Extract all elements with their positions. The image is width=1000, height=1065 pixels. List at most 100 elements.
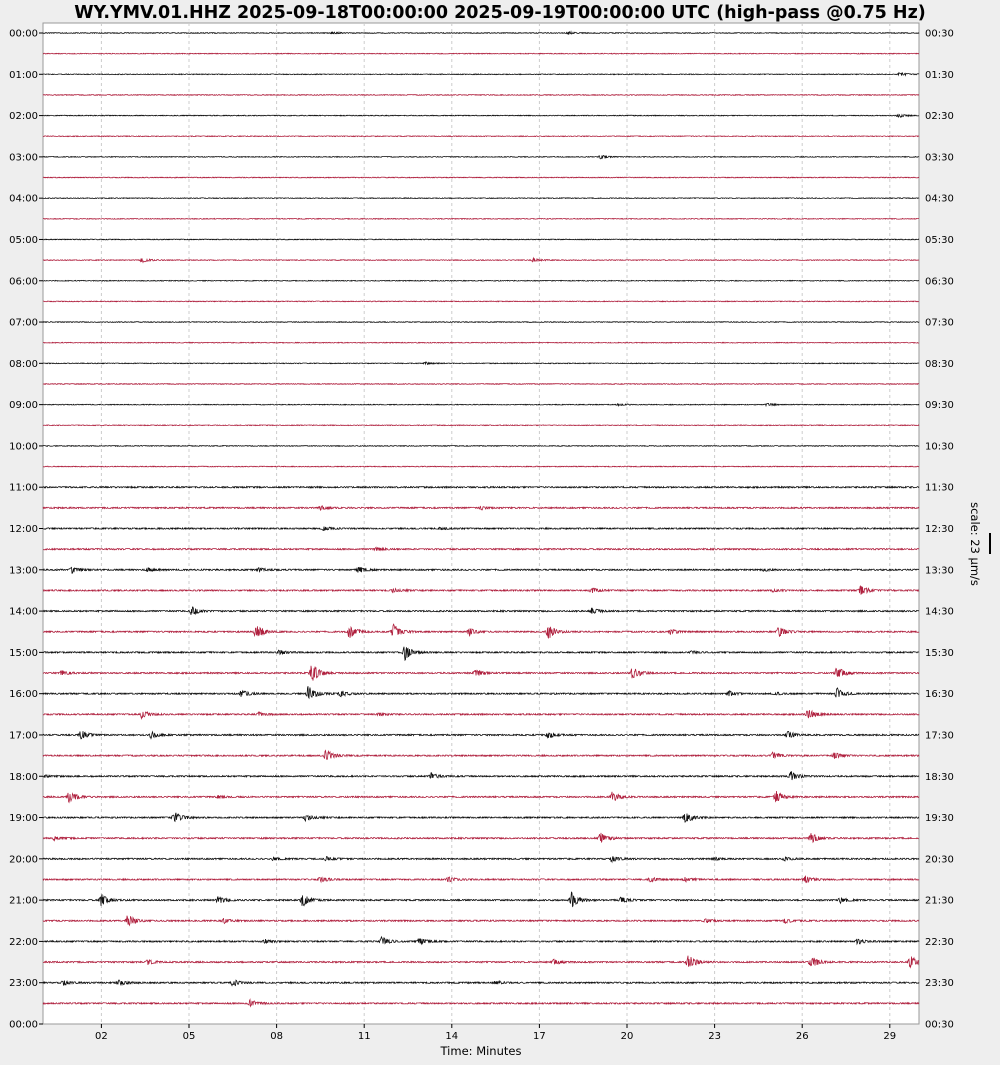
right-time-label: 22:30 <box>925 937 954 948</box>
left-time-label: 09:00 <box>9 400 38 411</box>
right-time-labels: 00:30 01:30 02:30 03:30 04:30 05:30 06:30 07:30… <box>925 29 954 1031</box>
seismic-trace-0700 <box>42 321 920 324</box>
traces <box>42 30 920 1008</box>
left-time-label: 00:00 <box>9 29 38 40</box>
right-time-label: 16:30 <box>925 689 954 700</box>
x-tick-label: 14 <box>445 1031 458 1042</box>
right-time-label: 04:30 <box>925 194 954 205</box>
seismic-trace-1430 <box>42 623 920 639</box>
seismic-trace-1030 <box>42 465 920 468</box>
plot-area <box>42 22 920 1025</box>
seismic-trace-2100 <box>42 891 920 908</box>
seismic-trace-1400 <box>42 606 919 616</box>
left-time-label: 13:00 <box>9 565 38 576</box>
right-time-label: 02:30 <box>925 111 954 122</box>
seismic-trace-1600 <box>42 686 920 700</box>
seismic-trace-1330 <box>42 585 920 595</box>
seismic-trace-0130 <box>42 93 920 96</box>
seismic-trace-0930 <box>42 424 920 427</box>
seismic-trace-0400 <box>43 197 920 200</box>
seismic-trace-1830 <box>42 790 920 804</box>
seismic-trace-1100 <box>42 485 920 490</box>
right-time-label: 21:30 <box>925 896 954 907</box>
seismic-trace-1630 <box>42 709 920 720</box>
seismic-trace-0730 <box>42 341 920 344</box>
seismic-trace-0430 <box>42 217 920 220</box>
seismic-trace-1000 <box>43 444 920 448</box>
left-time-label: 14:00 <box>9 607 38 618</box>
scale-label: scale: 23 µm/s <box>968 502 982 586</box>
right-time-label: 12:30 <box>925 524 954 535</box>
left-time-label: 05:00 <box>9 235 38 246</box>
right-time-label: 00:30 <box>925 29 954 40</box>
left-time-label: 01:00 <box>9 70 38 81</box>
x-axis-label: Time: Minutes <box>440 1044 522 1058</box>
left-time-label: 06:00 <box>9 276 38 287</box>
right-time-label: 18:30 <box>925 772 954 783</box>
seismic-trace-2300 <box>42 979 920 987</box>
seismic-trace-2200 <box>42 935 920 946</box>
right-time-label: 19:30 <box>925 813 954 824</box>
seismic-trace-0330 <box>42 176 920 179</box>
right-time-label: 20:30 <box>925 854 954 865</box>
left-time-label: 16:00 <box>9 689 38 700</box>
x-tick-label: 08 <box>270 1031 283 1042</box>
left-time-label: 11:00 <box>9 483 38 494</box>
seismic-trace-1500 <box>42 646 920 662</box>
right-time-label: 03:30 <box>925 152 954 163</box>
seismic-trace-1200 <box>42 526 920 531</box>
right-time-label: 00:30 <box>925 1020 954 1031</box>
seismic-trace-0030 <box>43 52 919 55</box>
seismic-trace-2130 <box>42 915 920 927</box>
seismic-trace-1900 <box>42 812 919 823</box>
x-tick-label: 26 <box>796 1031 809 1042</box>
x-tick-label: 29 <box>883 1031 896 1042</box>
right-time-label: 08:30 <box>925 359 954 370</box>
left-time-label: 20:00 <box>9 854 38 865</box>
left-time-label: 19:00 <box>9 813 38 824</box>
right-time-label: 13:30 <box>925 565 954 576</box>
seismic-trace-0800 <box>42 361 920 366</box>
right-time-label: 07:30 <box>925 318 954 329</box>
seismic-trace-2230 <box>43 955 920 969</box>
left-time-label: 17:00 <box>9 730 38 741</box>
right-time-label: 10:30 <box>925 441 954 452</box>
seismic-trace-1230 <box>42 546 920 552</box>
right-time-label: 23:30 <box>925 978 954 989</box>
seismic-trace-0300 <box>42 154 920 160</box>
right-time-label: 14:30 <box>925 607 954 618</box>
left-time-labels: 00:00 01:00 02:00 03:00 04:00 05:00 06:00 07:00… <box>9 29 43 1031</box>
left-time-label: 22:00 <box>9 937 38 948</box>
left-time-label: 10:00 <box>9 441 38 452</box>
seismic-trace-1930 <box>43 832 919 844</box>
left-time-label: 04:00 <box>9 194 38 205</box>
left-time-label: 00:00 <box>9 1020 38 1031</box>
seismic-trace-0230 <box>42 135 920 138</box>
x-tick-label: 20 <box>621 1031 634 1042</box>
x-tick-label: 11 <box>358 1031 371 1042</box>
left-time-label: 02:00 <box>9 111 38 122</box>
seismic-trace-2330 <box>42 998 920 1008</box>
left-time-label: 15:00 <box>9 648 38 659</box>
left-time-label: 03:00 <box>9 152 38 163</box>
right-time-label: 15:30 <box>925 648 954 659</box>
left-time-label: 23:00 <box>9 978 38 989</box>
seismic-trace-0900 <box>42 402 920 408</box>
seismic-trace-0600 <box>42 279 920 282</box>
right-time-label: 09:30 <box>925 400 954 411</box>
x-tick-label: 05 <box>183 1031 196 1042</box>
seismic-trace-1300 <box>42 566 920 574</box>
right-time-label: 01:30 <box>925 70 954 81</box>
seismic-trace-1800 <box>42 771 920 781</box>
x-tick-label: 02 <box>95 1031 108 1042</box>
seismic-trace-0530 <box>42 256 920 264</box>
seismic-trace-0100 <box>42 71 920 77</box>
left-time-label: 18:00 <box>9 772 38 783</box>
seismic-trace-0200 <box>43 113 919 118</box>
x-tick-label: 23 <box>708 1031 721 1042</box>
seismic-trace-1700 <box>42 730 920 740</box>
right-time-label: 11:30 <box>925 483 954 494</box>
left-time-label: 12:00 <box>9 524 38 535</box>
right-time-label: 05:30 <box>925 235 954 246</box>
